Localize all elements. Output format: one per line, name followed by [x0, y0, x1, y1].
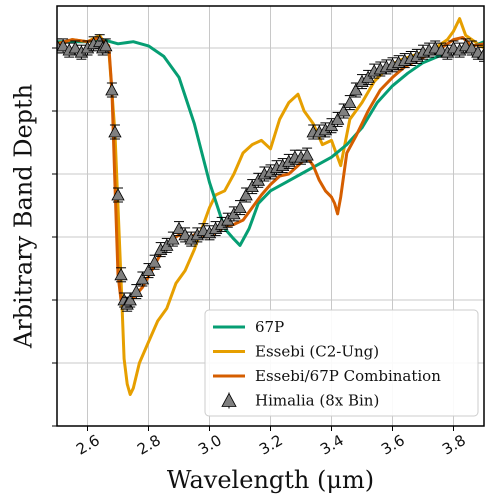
data-point — [166, 232, 180, 245]
series-markers-himalia-8x-bin — [57, 34, 484, 312]
data-point — [114, 267, 128, 281]
data-point — [57, 39, 70, 52]
series-clip-group — [57, 17, 484, 396]
series-line-67p — [57, 38, 484, 247]
series-layer — [57, 17, 484, 396]
data-point — [349, 83, 363, 96]
data-point — [465, 41, 479, 54]
data-point — [330, 112, 345, 125]
data-point — [105, 83, 119, 96]
x-tick-label: 3.0 — [195, 431, 225, 459]
data-point — [99, 39, 113, 52]
data-point — [477, 47, 484, 60]
legend-label: Himalia (8x Bin) — [255, 392, 379, 410]
data-point — [300, 148, 314, 161]
legend-marker — [221, 392, 237, 407]
legend-label: Essebi/67P Combination — [255, 367, 441, 385]
data-point — [245, 179, 259, 192]
legend: 67P Essebi (C2-Ung) Essebi/67P Combination… — [204, 309, 479, 417]
data-point — [343, 95, 357, 108]
data-point — [178, 228, 192, 241]
x-tick-label: 2.8 — [134, 431, 164, 459]
data-point — [251, 173, 265, 186]
legend-label: Essebi (C2-Ung) — [255, 343, 379, 361]
data-point — [147, 255, 162, 268]
data-point — [135, 272, 150, 285]
y-axis-title: Arbitrary Band Depth — [10, 84, 38, 349]
data-point — [123, 293, 137, 306]
data-point — [108, 125, 122, 138]
legend-box — [204, 309, 479, 417]
data-point — [129, 284, 143, 297]
data-point — [68, 41, 82, 54]
data-point — [111, 188, 125, 201]
data-point — [361, 70, 375, 83]
data-point — [324, 118, 339, 132]
data-point — [141, 263, 156, 276]
x-tick-label: 2.6 — [73, 431, 103, 459]
data-point — [221, 213, 235, 226]
data-point — [227, 207, 241, 220]
x-tick-label: 3.8 — [439, 431, 469, 459]
data-point — [239, 188, 253, 201]
x-tick-label: 3.2 — [256, 431, 286, 459]
data-point — [337, 104, 351, 117]
legend-label: 67P — [255, 318, 284, 336]
x-tick-label: 3.6 — [378, 431, 408, 459]
x-tick-label: 3.4 — [317, 431, 347, 459]
data-point — [160, 238, 174, 251]
x-axis-title: Wavelength (μm) — [167, 466, 374, 494]
data-point — [233, 200, 247, 213]
